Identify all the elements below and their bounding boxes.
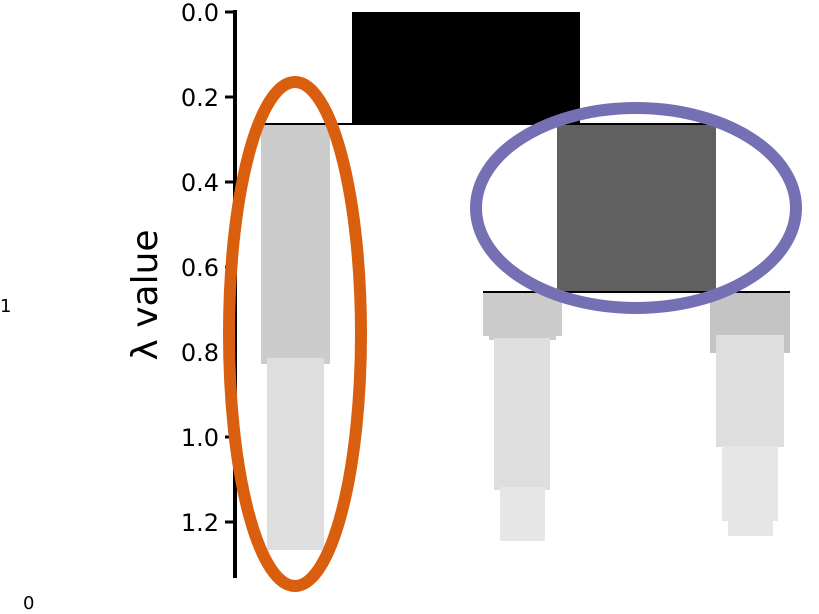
y-tick-label: 0.4 bbox=[181, 169, 219, 197]
cluster-bar bbox=[494, 338, 550, 490]
cluster-bar bbox=[267, 358, 324, 550]
y-axis-ticks: 0.0 0.2 0.4 0.6 0.8 1.0 1.2 bbox=[181, 0, 235, 537]
cluster-bar bbox=[483, 292, 562, 336]
y-tick-label: 0.8 bbox=[181, 339, 219, 367]
y-tick-label: 0.2 bbox=[181, 84, 219, 112]
y-tick-label: 1.0 bbox=[181, 424, 219, 452]
highlight-ellipses bbox=[223, 76, 802, 592]
cluster-bar bbox=[557, 124, 716, 292]
cluster-bar bbox=[352, 12, 580, 124]
y-tick-label: 0.0 bbox=[181, 0, 219, 27]
cluster-bar bbox=[728, 520, 773, 536]
cluster-bar bbox=[261, 124, 330, 364]
side-label-1: 1 bbox=[0, 296, 11, 317]
cluster-bar bbox=[716, 335, 784, 447]
cluster-bars bbox=[261, 12, 790, 550]
y-axis-title: λ value bbox=[125, 229, 166, 360]
side-label-0: 0 bbox=[23, 593, 34, 614]
cluster-bar bbox=[500, 487, 545, 541]
y-tick-label: 1.2 bbox=[181, 509, 219, 537]
highlight-ellipse-purple bbox=[470, 102, 802, 314]
cluster-bar bbox=[489, 330, 556, 340]
highlight-ellipse-orange bbox=[223, 76, 367, 592]
cluster-bar bbox=[722, 446, 778, 521]
y-tick-label: 0.6 bbox=[181, 254, 219, 282]
